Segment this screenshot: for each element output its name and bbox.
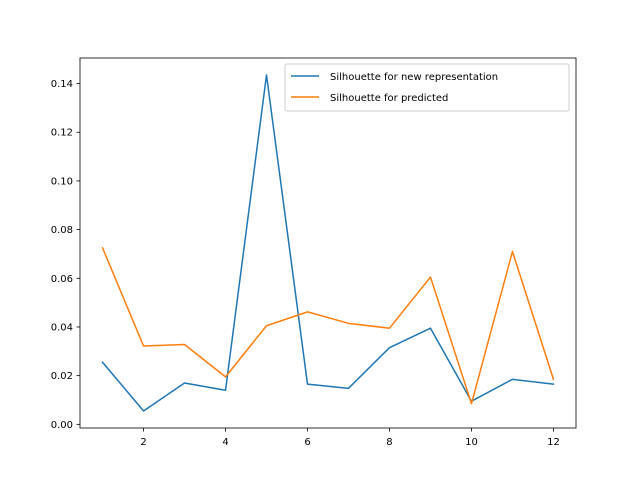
- x-tick-label: 4: [222, 437, 228, 448]
- x-tick-label: 8: [386, 437, 392, 448]
- y-tick-label: 0.14: [51, 79, 73, 90]
- legend-label-new-representation: Silhouette for new representation: [330, 72, 498, 83]
- plot-area: [80, 58, 576, 428]
- y-tick-label: 0.10: [51, 176, 73, 187]
- y-tick-label: 0.00: [51, 420, 73, 431]
- plot-frame: [79, 57, 577, 429]
- series-line-new-representation: [101, 74, 555, 412]
- y-tick-label: 0.02: [51, 371, 73, 382]
- y-tick-label: 0.04: [51, 322, 73, 333]
- x-tick-label: 6: [304, 437, 310, 448]
- y-tick-label: 0.12: [51, 128, 73, 139]
- legend: Silhouette for new representation Silhou…: [284, 63, 570, 112]
- y-tick-label: 0.08: [51, 225, 73, 236]
- x-tick-label: 10: [465, 437, 478, 448]
- series-line-predicted: [101, 246, 555, 405]
- y-tick-label: 0.06: [51, 274, 73, 285]
- x-tick-label: 2: [140, 437, 146, 448]
- axes-layer: 2 4 6 8 10 12 0.00 0.02 0.04 0.06 0.08 0.10 0.12 0.14: [51, 57, 577, 448]
- series-layer: [101, 74, 555, 412]
- legend-box: [284, 63, 570, 112]
- x-tick-label: 12: [547, 437, 560, 448]
- legend-label-predicted: Silhouette for predicted: [330, 93, 448, 104]
